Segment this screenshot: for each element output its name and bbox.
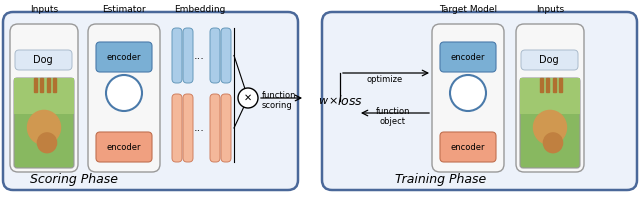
Bar [47, 78, 51, 91]
FancyBboxPatch shape [210, 94, 220, 162]
FancyBboxPatch shape [440, 42, 496, 72]
FancyBboxPatch shape [322, 12, 637, 190]
FancyBboxPatch shape [221, 94, 231, 162]
Text: function: function [262, 90, 296, 100]
Text: Target Model: Target Model [439, 6, 497, 14]
FancyBboxPatch shape [521, 50, 578, 70]
Text: encoder: encoder [107, 143, 141, 151]
Text: $\times$: $\times$ [328, 96, 338, 106]
Text: scoring: scoring [262, 101, 292, 109]
Bar [33, 78, 36, 91]
Ellipse shape [28, 110, 61, 145]
FancyBboxPatch shape [432, 24, 504, 172]
Ellipse shape [534, 110, 566, 145]
FancyBboxPatch shape [14, 78, 74, 168]
Text: $w$: $w$ [318, 96, 329, 106]
Text: Dog: Dog [539, 55, 559, 65]
Text: Embedding: Embedding [174, 6, 226, 14]
Bar [53, 78, 56, 91]
Text: Inputs: Inputs [30, 6, 58, 14]
FancyBboxPatch shape [520, 78, 580, 168]
Text: object: object [380, 117, 406, 127]
Text: Dog: Dog [33, 55, 53, 65]
Ellipse shape [238, 88, 258, 108]
Bar [520, 78, 580, 114]
Bar [545, 78, 548, 91]
Bar [554, 78, 556, 91]
Ellipse shape [543, 133, 563, 153]
FancyBboxPatch shape [88, 24, 160, 172]
FancyBboxPatch shape [183, 28, 193, 83]
Text: $\mathit{loss}$: $\mathit{loss}$ [337, 94, 363, 108]
Text: Estimator: Estimator [102, 6, 146, 14]
FancyBboxPatch shape [10, 24, 78, 172]
Text: encoder: encoder [107, 52, 141, 62]
Text: ✕: ✕ [244, 93, 252, 103]
FancyBboxPatch shape [172, 94, 182, 162]
Ellipse shape [106, 75, 142, 111]
Text: optimize: optimize [367, 75, 403, 85]
Text: Scoring Phase: Scoring Phase [30, 173, 118, 187]
FancyBboxPatch shape [440, 132, 496, 162]
FancyBboxPatch shape [183, 94, 193, 162]
Bar [540, 78, 543, 91]
Text: encoder: encoder [451, 143, 485, 151]
Text: ...: ... [193, 123, 204, 133]
Bar [559, 78, 563, 91]
FancyBboxPatch shape [15, 50, 72, 70]
Text: Training Phase: Training Phase [395, 173, 486, 187]
FancyBboxPatch shape [221, 28, 231, 83]
Text: encoder: encoder [451, 52, 485, 62]
Text: ...: ... [193, 51, 204, 61]
Ellipse shape [450, 75, 486, 111]
FancyBboxPatch shape [3, 12, 298, 190]
FancyBboxPatch shape [210, 28, 220, 83]
FancyBboxPatch shape [172, 28, 182, 83]
FancyBboxPatch shape [96, 42, 152, 72]
Bar [14, 78, 74, 114]
Bar [40, 78, 42, 91]
Text: Inputs: Inputs [536, 6, 564, 14]
Ellipse shape [37, 133, 56, 153]
Text: function: function [376, 108, 410, 116]
FancyBboxPatch shape [96, 132, 152, 162]
FancyBboxPatch shape [516, 24, 584, 172]
